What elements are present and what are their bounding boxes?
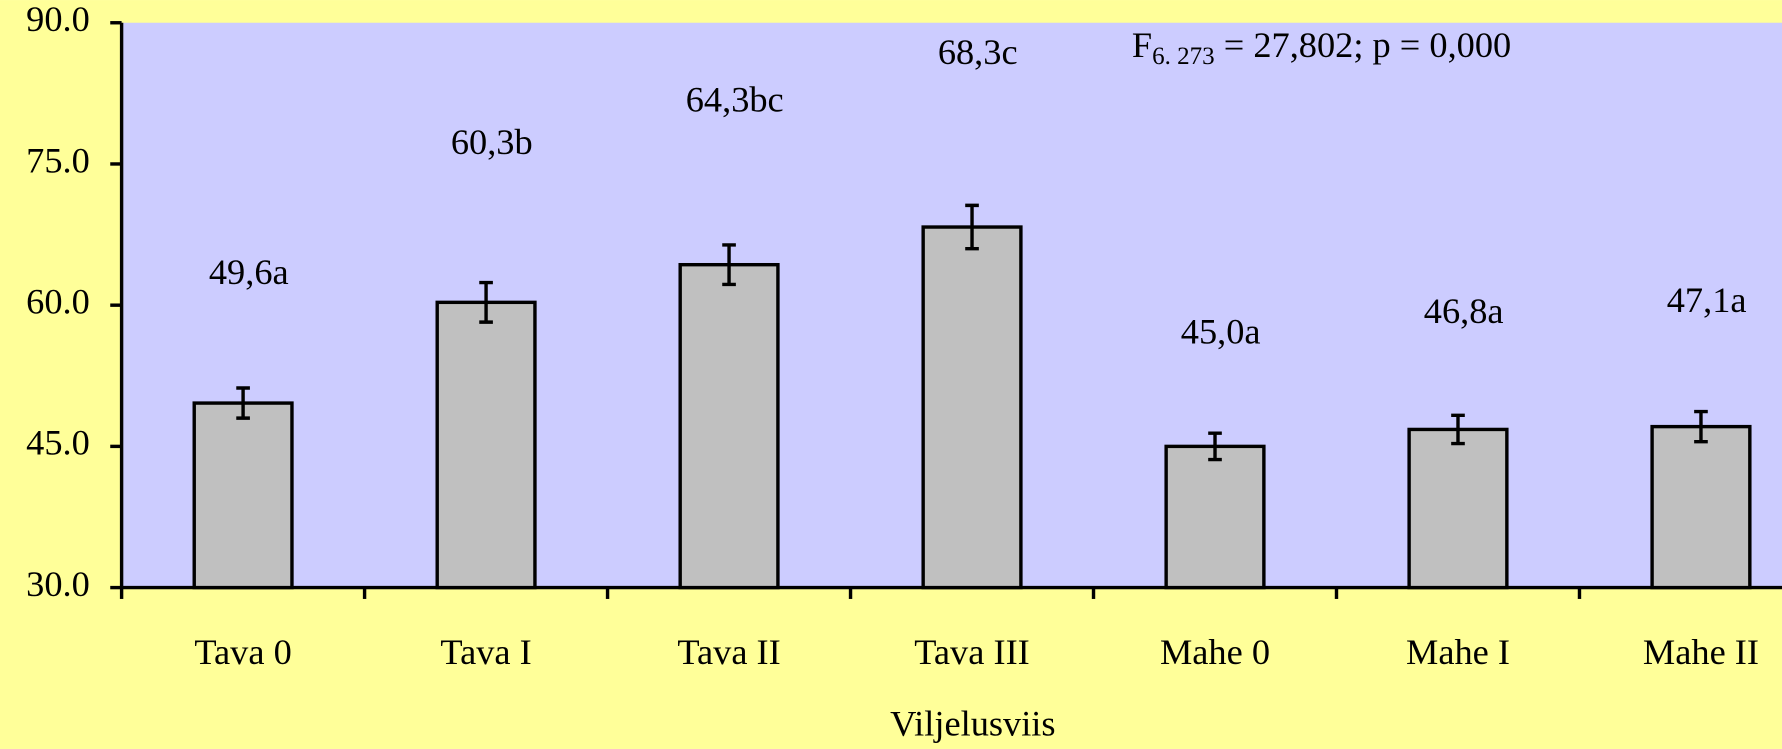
bar — [1164, 444, 1266, 590]
x-tick-label: Mahe 0 — [1160, 632, 1270, 672]
x-tick-label: Tava 0 — [194, 632, 291, 672]
data-label: 68,3c — [938, 32, 1018, 72]
y-tick-label: 60.0 — [26, 282, 90, 322]
bar — [678, 262, 780, 590]
x-tick-label: Tava I — [440, 632, 531, 672]
x-axis-label: Viljelusviis — [890, 704, 1055, 744]
data-label: 45,0a — [1181, 311, 1261, 351]
y-tick-label: 45.0 — [26, 423, 90, 463]
bar — [435, 300, 537, 590]
annotation: F6. 273 = 27,802; p = 0,000 — [1132, 25, 1511, 69]
error-bar — [965, 203, 979, 251]
annotation-subscript: 6. 273 — [1152, 43, 1215, 70]
error-bar — [1451, 413, 1465, 446]
annotation-main: F — [1132, 25, 1152, 65]
error-bar — [1694, 409, 1708, 444]
x-tick-label: Mahe II — [1643, 632, 1759, 672]
bar — [1407, 427, 1509, 590]
annotation-rest: = 27,802; p = 0,000 — [1215, 25, 1512, 65]
data-label: 60,3b — [451, 122, 533, 162]
error-bar — [1208, 431, 1222, 462]
y-tick-label: 75.0 — [26, 140, 90, 180]
data-label: 64,3bc — [686, 80, 784, 120]
bar — [1650, 424, 1752, 590]
data-label: 49,6a — [209, 252, 289, 292]
y-tick-label: 90.0 — [26, 0, 90, 39]
error-bar — [722, 243, 736, 287]
data-label: 46,8a — [1424, 291, 1504, 331]
error-bar — [236, 386, 250, 420]
bar — [921, 225, 1023, 590]
error-bar — [479, 280, 493, 324]
x-tick-label: Tava II — [677, 632, 780, 672]
x-tick-label: Tava III — [914, 632, 1030, 672]
bar — [192, 401, 294, 590]
x-tick-label: Mahe I — [1406, 632, 1510, 672]
y-tick-label: 30.0 — [26, 564, 90, 604]
data-label: 47,1a — [1667, 280, 1747, 320]
